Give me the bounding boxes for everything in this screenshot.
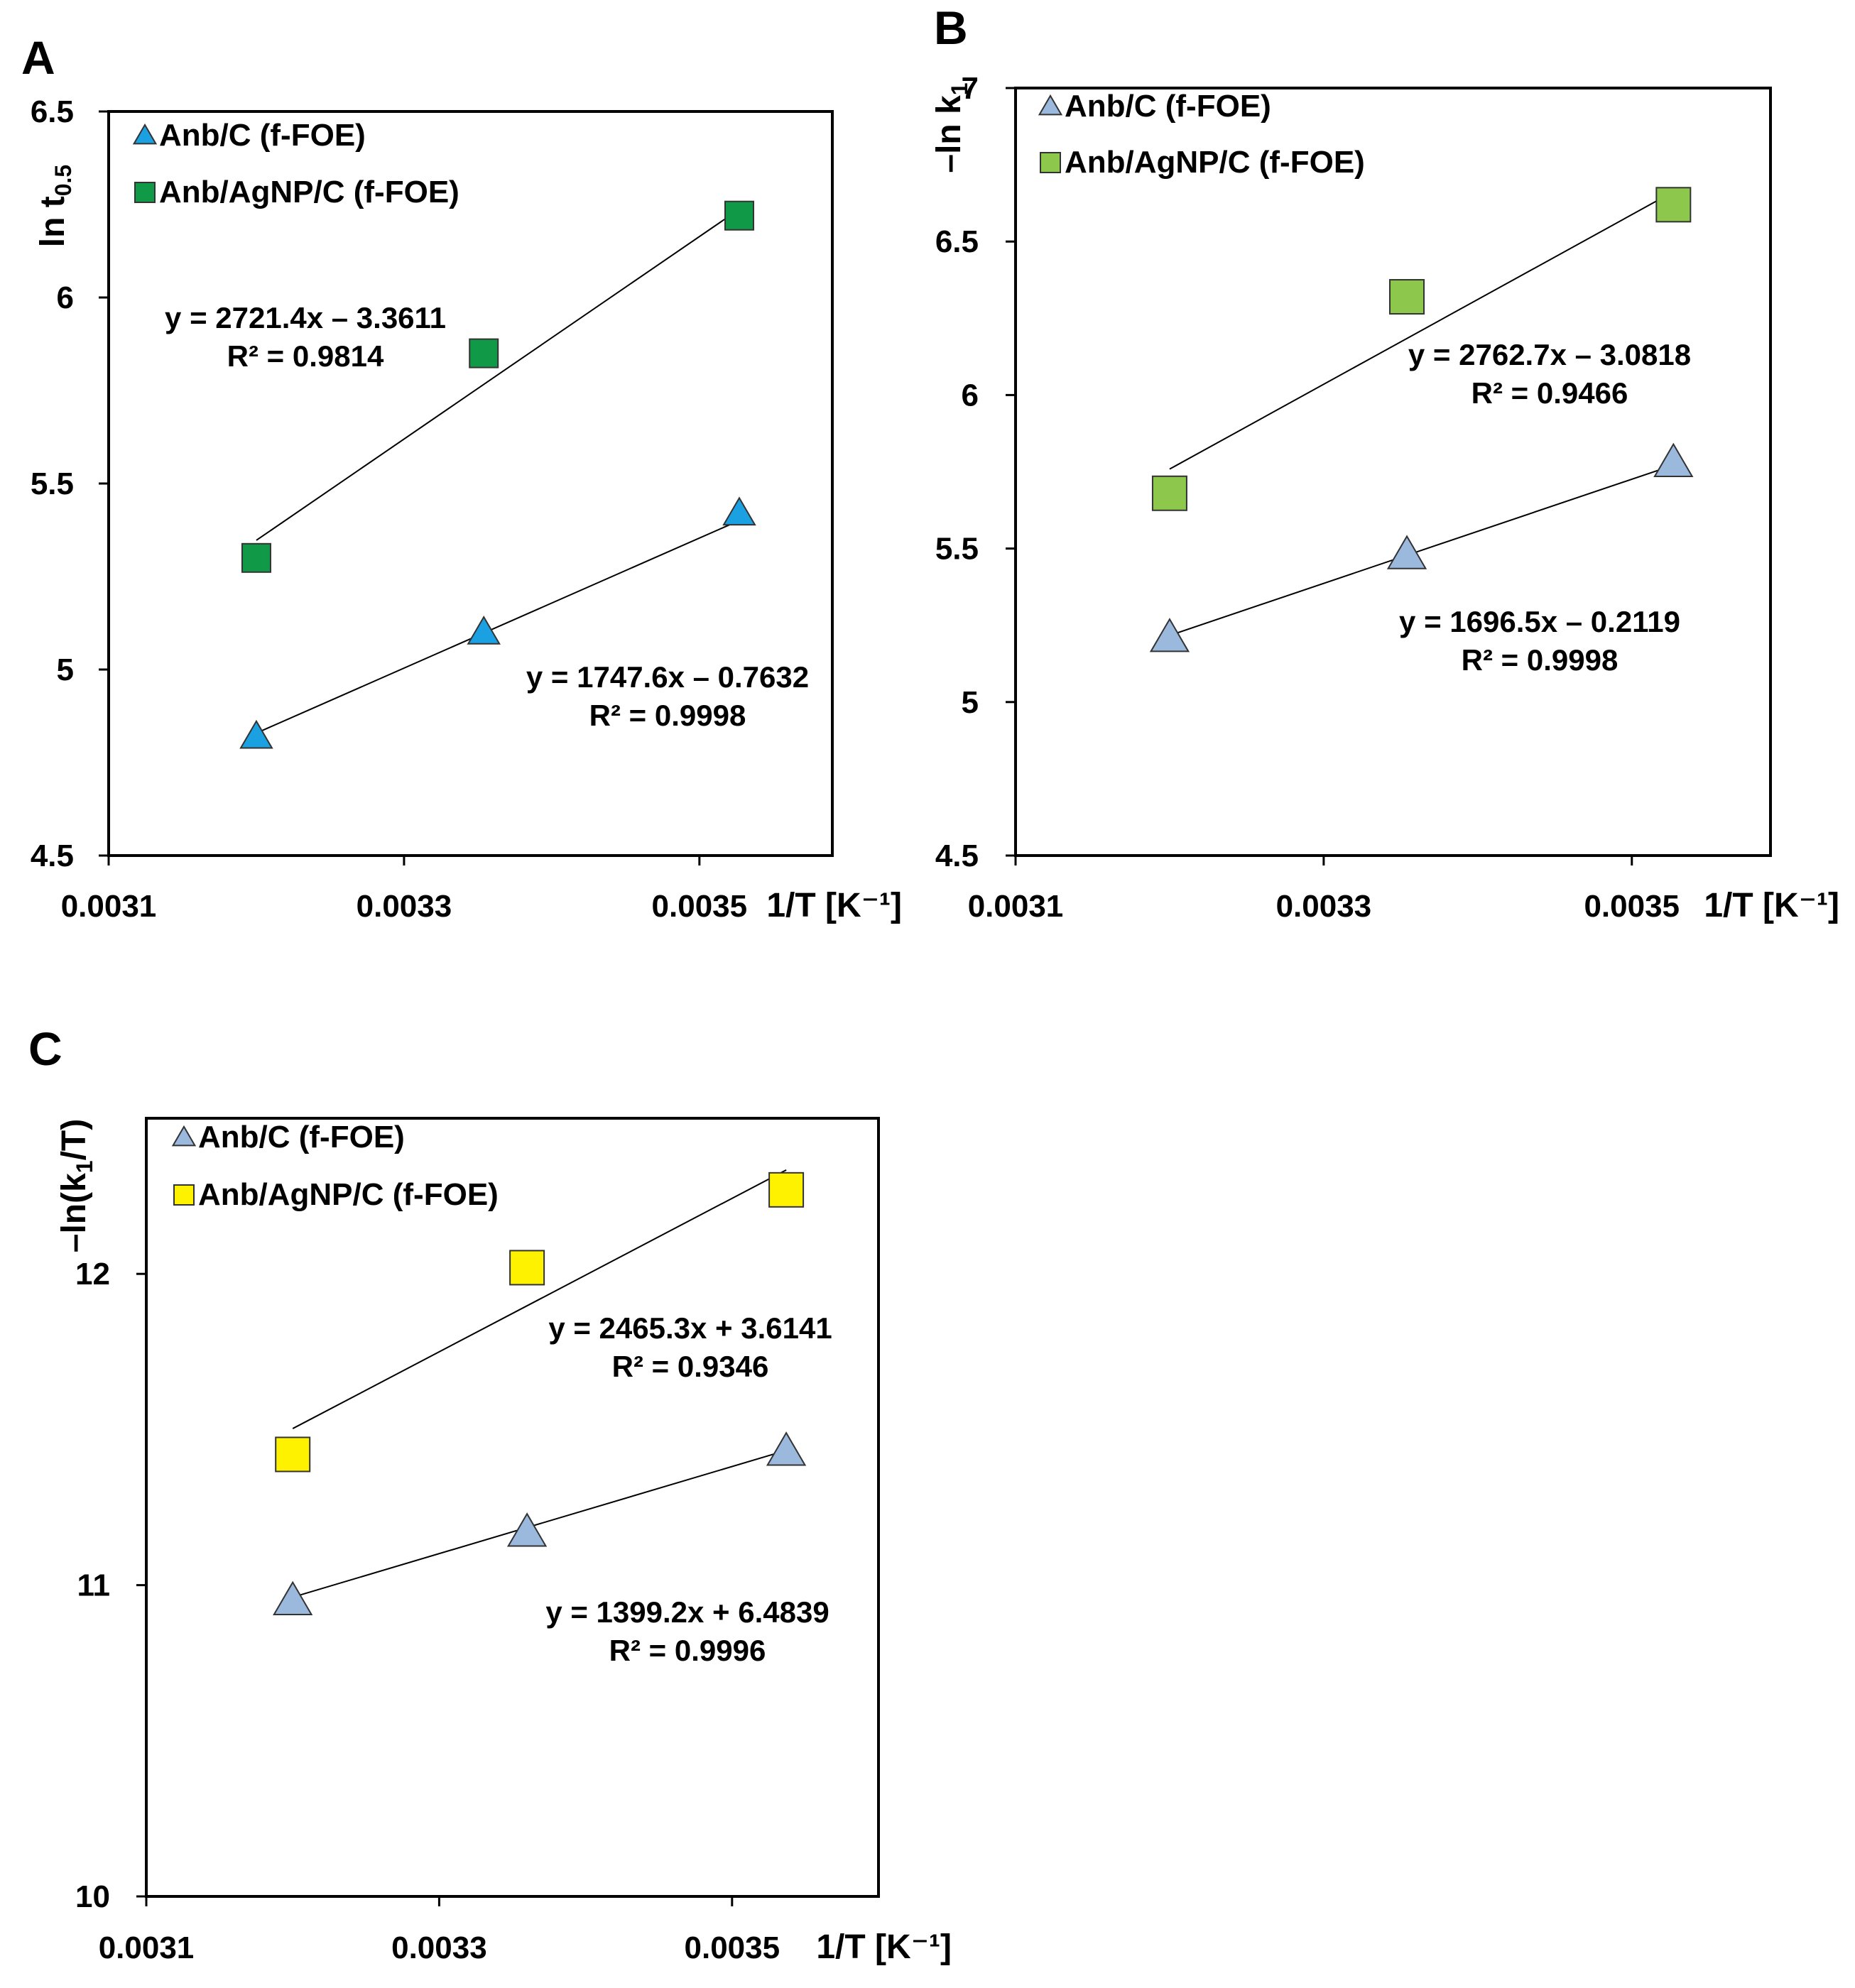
legend-label: Anb/AgNP/C (f-FOE)	[1065, 145, 1365, 180]
fit-r2: R² = 0.9814	[227, 339, 384, 373]
fit-r2: R² = 0.9998	[589, 699, 746, 732]
y-tick-label: 11	[77, 1568, 110, 1603]
panel-c: C 10 11 12 0.0031 0.0033 0.0035 1/T [K⁻¹] –ln(k1…	[28, 1022, 952, 1966]
x-tick-label: 0.0031	[61, 889, 157, 924]
legend-entry: Anb/AgNP/C (f-FOE)	[173, 1177, 499, 1212]
y-tick-label: 4.5	[31, 839, 74, 873]
fit-equation: y = 2721.4x – 3.3611	[165, 301, 446, 334]
trendline	[256, 520, 740, 734]
fit-r2: R² = 0.9346	[612, 1350, 769, 1383]
x-tick-label: 0.0035	[1584, 889, 1680, 924]
y-tick-label: 12	[75, 1257, 110, 1291]
fit-equation: y = 1696.5x – 0.2119	[1399, 605, 1680, 638]
y-tick-label: 5.5	[31, 466, 74, 501]
fit-equation: y = 1747.6x – 0.7632	[526, 660, 809, 694]
legend-entry: Anb/C (f-FOE)	[132, 118, 366, 153]
legend-entry: Anb/C (f-FOE)	[171, 1120, 405, 1154]
x-axis-title: 1/T [K⁻¹]	[816, 1928, 952, 1966]
y-tick-label: 5	[57, 652, 74, 687]
trendline	[292, 1449, 787, 1598]
plot-frame	[107, 110, 834, 857]
data-point	[1151, 475, 1187, 511]
legend-marker	[173, 1184, 195, 1206]
y-tick-label: 5.5	[935, 532, 979, 567]
series-anb-agnp-c: y = 2465.3x + 3.6141 R² = 0.9346	[275, 1169, 832, 1473]
fit-equation: y = 1399.2x + 6.4839	[545, 1595, 829, 1629]
panel-letter: A	[21, 31, 55, 84]
series-anb-c: y = 1696.5x – 0.2119 R² = 0.9998	[1149, 442, 1694, 677]
legend-marker	[1038, 94, 1063, 116]
y-tick-label: 10	[75, 1879, 110, 1914]
data-point	[241, 542, 271, 573]
trendline	[1169, 191, 1674, 470]
data-point	[724, 200, 754, 231]
fit-r2: R² = 0.9998	[1462, 643, 1619, 677]
legend-marker	[1040, 152, 1061, 173]
panel-a: A 4.5 5 5.5 6 6.5 0.0031 0.0033 0.0035 1/T [K⁻¹] l…	[21, 31, 902, 924]
data-point	[509, 1250, 545, 1286]
trendline	[1169, 464, 1674, 636]
series-anb-agnp-c: y = 2721.4x – 3.3611 R² = 0.9814	[165, 200, 754, 573]
data-point	[469, 338, 499, 368]
legend-marker	[134, 182, 156, 203]
x-tick-label: 0.0033	[391, 1930, 487, 1965]
x-tick-label: 0.0031	[99, 1930, 195, 1965]
panel-letter: B	[934, 1, 968, 54]
x-axis-title: 1/T [K⁻¹]	[766, 887, 902, 924]
plot-frame	[145, 1117, 880, 1898]
data-point	[766, 1431, 807, 1466]
series-anb-agnp-c: y = 2762.7x – 3.0818 R² = 0.9466	[1151, 187, 1692, 511]
series-anb-c: y = 1747.6x – 0.7632 R² = 0.9998	[239, 496, 809, 749]
y-tick-label: 6.5	[31, 94, 74, 129]
y-tick-label: 6	[962, 378, 979, 413]
x-tick-label: 0.0033	[1276, 889, 1372, 924]
data-point	[768, 1172, 805, 1208]
series-anb-c: y = 1399.2x + 6.4839 R² = 0.9996	[273, 1431, 829, 1667]
y-tick-label: 6	[57, 280, 74, 315]
trendline	[292, 1169, 787, 1429]
legend-entry: Anb/AgNP/C (f-FOE)	[134, 175, 459, 209]
data-point	[1386, 535, 1427, 569]
x-axis-title: 1/T [K⁻¹]	[1704, 887, 1839, 924]
y-axis-title: ln t0.5	[34, 165, 76, 247]
data-point	[273, 1580, 313, 1615]
legend-entry: Anb/AgNP/C (f-FOE)	[1040, 145, 1365, 180]
fit-equation: y = 2465.3x + 3.6141	[548, 1311, 832, 1345]
legend-label: Anb/AgNP/C (f-FOE)	[198, 1177, 499, 1212]
x-tick-label: 0.0033	[357, 889, 452, 924]
x-tick-label: 0.0035	[685, 1930, 780, 1965]
trendline	[256, 208, 740, 541]
data-point	[1655, 187, 1692, 223]
legend-label: Anb/C (f-FOE)	[159, 118, 366, 153]
legend-label: Anb/C (f-FOE)	[198, 1120, 405, 1154]
data-point	[722, 496, 756, 526]
plot-frame	[1014, 87, 1772, 857]
x-tick-label: 0.0031	[968, 889, 1064, 924]
y-tick-label: 7	[962, 71, 979, 106]
x-tick-label: 0.0035	[652, 889, 748, 924]
fit-r2: R² = 0.9996	[609, 1634, 766, 1667]
legend-label: Anb/C (f-FOE)	[1065, 89, 1271, 124]
data-point	[275, 1436, 311, 1473]
data-point	[1389, 279, 1425, 315]
panel-letter: C	[28, 1022, 62, 1075]
data-point	[239, 719, 273, 749]
panel-b: B 4.5 5 5.5 6 6.5 7 0.0031 0.0033 0.0035 1/T [K⁻¹]…	[930, 1, 1839, 924]
y-tick-label: 4.5	[935, 839, 979, 873]
y-axis-title: –ln(k1/T)	[55, 1119, 97, 1252]
data-point	[467, 616, 501, 645]
y-tick-label: 5	[962, 685, 979, 720]
data-point	[1653, 442, 1694, 477]
y-tick-label: 6.5	[935, 224, 979, 259]
y-axis-title: –ln k1	[930, 82, 972, 173]
data-point	[506, 1512, 548, 1547]
legend-marker	[132, 123, 158, 145]
data-point	[1149, 618, 1190, 652]
legend-entry: Anb/C (f-FOE)	[1038, 89, 1271, 124]
fit-equation: y = 2762.7x – 3.0818	[1408, 338, 1691, 371]
fit-r2: R² = 0.9466	[1472, 376, 1628, 410]
legend-label: Anb/AgNP/C (f-FOE)	[159, 175, 459, 209]
legend-marker	[171, 1125, 197, 1147]
